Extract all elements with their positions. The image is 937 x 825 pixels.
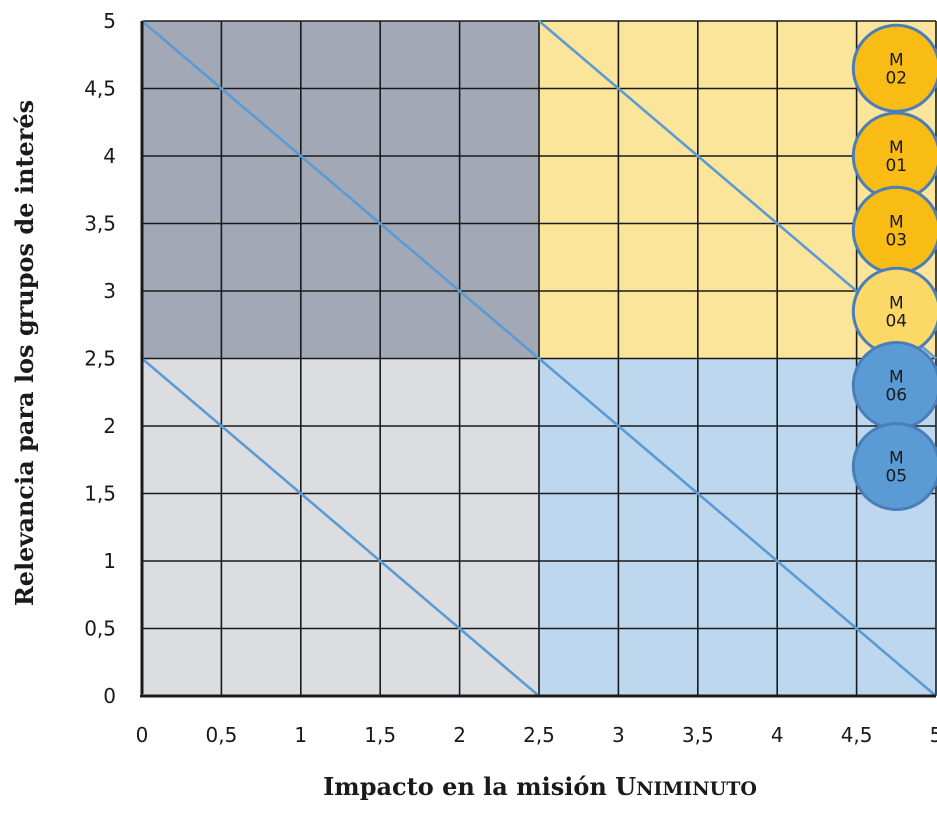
bubble-m03: M03: [851, 185, 937, 275]
diagonal-line: [141, 20, 540, 360]
y-tick-label: 4: [103, 144, 116, 168]
y-axis-title: Relevancia para los grupos de interés: [10, 100, 39, 606]
x-tick-label: 5: [930, 723, 937, 747]
y-tick-label: 5: [103, 9, 116, 33]
bubble-m01: M01: [851, 111, 937, 201]
x-tick-label: 2,5: [523, 723, 555, 747]
x-axis-title: Impacto en la misión UNIMINUTO: [323, 772, 757, 801]
x-tick-labels: 0 0,5 1 1,5 2 2,5 3 3,5 4 4,5 5: [136, 723, 937, 747]
x-tick-label: 3,5: [682, 723, 714, 747]
bubble-label-line2: 05: [885, 467, 907, 487]
y-tick-label: 1: [103, 549, 116, 573]
x-axis-title-smallcaps: NIMINUTO: [636, 778, 757, 800]
bubble-label-line1: M: [889, 212, 904, 232]
bubble-label-line1: M: [889, 50, 904, 70]
bubble-label-line1: M: [889, 138, 904, 158]
axes: [140, 21, 936, 698]
bubble-m02: M02: [851, 23, 937, 113]
bubble-label-line1: M: [889, 449, 904, 469]
y-tick-label: 1,5: [84, 482, 116, 506]
bubble-circle: [851, 422, 937, 511]
diagonal-lines: [141, 20, 937, 697]
bubble-m06: M06: [851, 341, 937, 430]
x-tick-label: 4: [771, 723, 784, 747]
y-tick-label: 2,5: [84, 347, 116, 371]
x-tick-label: 1,5: [364, 723, 396, 747]
bubble-m05: M05: [851, 422, 937, 511]
x-tick-label: 0,5: [205, 723, 237, 747]
x-tick-label: 3: [612, 723, 625, 747]
bubble-label-line1: M: [889, 368, 904, 388]
bubble-label-line2: 06: [885, 386, 907, 406]
bubble-circle: [851, 23, 937, 113]
bubble-label-line2: 01: [885, 156, 907, 176]
bubble-label-line2: 02: [885, 68, 907, 88]
y-tick-label: 0: [103, 684, 116, 708]
y-tick-label: 0,5: [84, 617, 116, 641]
x-tick-label: 0: [136, 723, 149, 747]
bubble-label-line1: M: [889, 293, 904, 313]
x-tick-label: 2: [453, 723, 466, 747]
x-tick-label: 4,5: [841, 723, 873, 747]
x-axis-title-initial: U: [615, 772, 636, 801]
x-axis-title-main: Impacto en la misión: [323, 772, 615, 801]
bubble-label-line2: 04: [885, 311, 907, 331]
y-tick-label: 4,5: [84, 77, 116, 101]
y-tick-label: 3: [103, 279, 116, 303]
y-tick-label: 3,5: [84, 212, 116, 236]
x-tick-label: 1: [294, 723, 307, 747]
y-tick-label: 2: [103, 414, 116, 438]
diagonal-line: [538, 357, 937, 697]
diagonal-line: [141, 357, 540, 697]
y-tick-labels: 0 0,5 1 1,5 2 2,5 3 3,5 4 4,5 5: [84, 9, 116, 708]
bubble-label-line2: 03: [885, 230, 907, 250]
